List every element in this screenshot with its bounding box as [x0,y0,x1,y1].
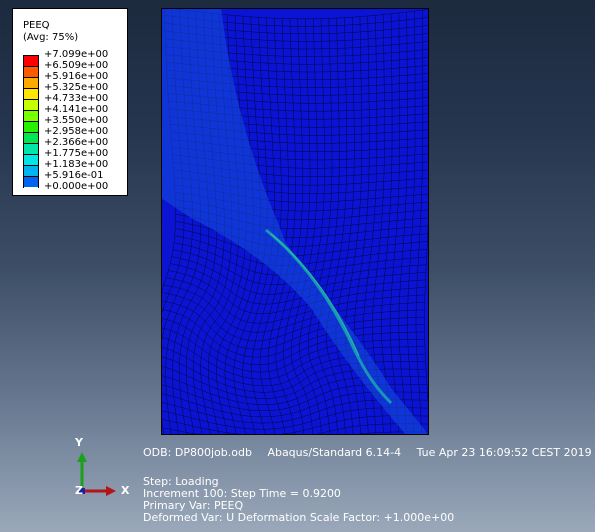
odb-file: ODB: DP800job.odb [143,446,252,459]
mesh-line [389,12,401,432]
mesh-line [291,18,318,435]
mesh-line [350,431,429,435]
legend-value: +1.775e+00 [44,148,109,159]
x-axis-label: X [121,484,130,497]
legend-color-swatch [23,110,39,122]
legend-value: +2.366e+00 [44,137,109,148]
legend-value: +6.509e+00 [44,60,109,71]
legend-value: +4.733e+00 [44,93,109,104]
mesh-line [259,18,289,435]
mesh-line [372,14,385,433]
z-axis-label: Z [75,484,83,497]
legend-value: +0.000e+00 [44,181,109,192]
mesh-line [344,16,363,434]
legend-color-swatch [23,176,39,188]
model-viewport[interactable] [161,8,429,435]
legend-value: +5.325e+00 [44,82,109,93]
x-axis-arrowhead [106,486,116,496]
mesh-line [161,423,429,435]
solver-version: Abaqus/Standard 6.14-4 [267,446,402,459]
shear-band [161,8,429,435]
legend-color-swatch [23,55,39,67]
mesh-line [267,18,296,435]
increment-info: Increment 100: Step Time = 0.9200 [143,487,341,500]
mesh-line [275,18,304,435]
mesh-line [407,11,416,432]
mesh-line [335,17,355,435]
y-axis-arrowhead [77,452,87,462]
mesh-line [299,18,325,435]
legend-value: +5.916e-01 [44,170,104,181]
mesh-line [398,12,408,432]
mesh-outline [161,8,429,435]
deformed-variable: Deformed Var: U Deformation Scale Factor… [143,511,455,524]
primary-variable: Primary Var: PEEQ [143,499,244,512]
legend-averaging: (Avg: 75%) [23,32,79,43]
mesh-line [381,13,393,433]
legend-color-swatch [23,99,39,111]
step-name: Step: Loading [143,475,219,488]
legend-value: +3.550e+00 [44,115,109,126]
legend-title: PEEQ [23,20,50,31]
legend-color-swatch [23,154,39,166]
contour-legend: PEEQ (Avg: 75%) +7.099e+00 +6.509e+00 +5.9… [12,8,128,196]
view-triad: Y Z X [60,436,140,506]
legend-value: +7.099e+00 [44,49,109,60]
legend-color-swatch [23,77,39,89]
legend-color-swatch [23,132,39,144]
y-axis-label: Y [75,436,83,449]
step-status: Step: Loading Increment 100: Step Time =… [143,476,454,524]
legend-color-swatch [23,66,39,78]
z-axis-origin [79,488,85,494]
mesh-line [308,18,333,435]
legend-value: +5.916e+00 [44,71,109,82]
legend-color-swatch [23,165,39,177]
peeq-localization-core [270,233,360,357]
odb-info-line: ODB: DP800job.odb Abaqus/Standard 6.14-4… [143,446,595,459]
deformed-mesh-plot[interactable] [161,8,429,435]
legend-color-swatch [23,88,39,100]
legend-value: +4.141e+00 [44,104,109,115]
legend-value: +1.183e+00 [44,159,109,170]
mesh-line [283,18,311,435]
legend-color-swatch [23,143,39,155]
mesh-line [317,18,340,435]
legend-value: +2.958e+00 [44,126,109,137]
odb-date: Tue Apr 23 16:09:52 CEST 2019 [416,446,592,459]
legend-color-swatch [23,121,39,133]
mesh-line [326,17,348,435]
mesh-line [415,10,424,433]
